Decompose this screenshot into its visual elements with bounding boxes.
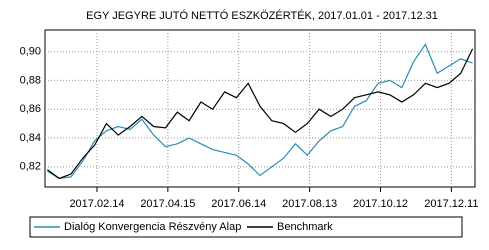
x-tick-label: 2017.06.14 xyxy=(211,198,266,210)
series-line xyxy=(47,43,473,180)
y-tick-label: 0,86 xyxy=(20,103,41,115)
x-tick-label: 2017.12.11 xyxy=(424,198,478,210)
y-tick-label: 0,84 xyxy=(20,132,41,144)
y-tick-label: 0,82 xyxy=(20,161,41,173)
x-tick-label: 2017.02.14 xyxy=(69,198,124,210)
x-tick-label: 2017.04.15 xyxy=(140,198,195,210)
x-tick-label: 2017.08.13 xyxy=(282,198,337,210)
y-tick-label: 0,88 xyxy=(20,74,41,86)
chart-title: EGY JEGYRE JUTÓ NETTÓ ESZKÖZÉRTÉK, 2017.… xyxy=(86,9,438,22)
x-tick-label: 2017.10.12 xyxy=(353,198,408,210)
series-line xyxy=(47,48,474,180)
y-tick-label: 0,90 xyxy=(20,46,41,58)
plot-area xyxy=(44,29,476,188)
legend xyxy=(29,216,463,238)
legend-label: Benchmark xyxy=(277,221,333,233)
legend-label: Dialóg Konvergencia Részvény Alap xyxy=(64,221,241,233)
